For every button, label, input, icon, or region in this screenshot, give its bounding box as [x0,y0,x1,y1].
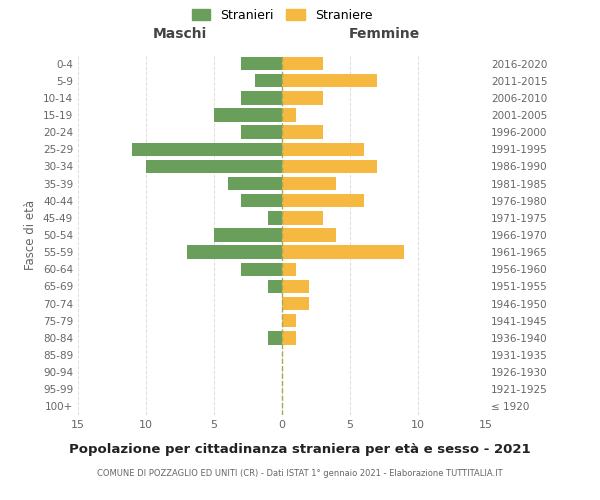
Bar [187,246,282,259]
Bar [241,91,282,104]
Bar [282,160,377,173]
Bar [282,297,309,310]
Bar [282,331,296,344]
Bar [282,74,377,88]
Bar [214,228,282,241]
Bar [282,142,364,156]
Bar [241,57,282,70]
Bar [282,228,337,241]
Bar [214,108,282,122]
Bar [227,177,282,190]
Legend: Stranieri, Straniere: Stranieri, Straniere [187,4,377,26]
Bar [282,91,323,104]
Text: Femmine: Femmine [349,28,419,42]
Bar [268,280,282,293]
Bar [282,177,337,190]
Bar [282,262,296,276]
Text: Maschi: Maschi [153,28,207,42]
Bar [241,126,282,139]
Bar [282,108,296,122]
Bar [282,314,296,328]
Bar [282,194,364,207]
Bar [241,194,282,207]
Bar [282,57,323,70]
Bar [282,126,323,139]
Bar [282,280,309,293]
Bar [282,211,323,224]
Bar [255,74,282,88]
Bar [241,262,282,276]
Text: COMUNE DI POZZAGLIO ED UNITI (CR) - Dati ISTAT 1° gennaio 2021 - Elaborazione TU: COMUNE DI POZZAGLIO ED UNITI (CR) - Dati… [97,469,503,478]
Bar [268,331,282,344]
Bar [282,246,404,259]
Text: Popolazione per cittadinanza straniera per età e sesso - 2021: Popolazione per cittadinanza straniera p… [69,442,531,456]
Bar [146,160,282,173]
Bar [133,142,282,156]
Y-axis label: Fasce di età: Fasce di età [25,200,37,270]
Bar [268,211,282,224]
